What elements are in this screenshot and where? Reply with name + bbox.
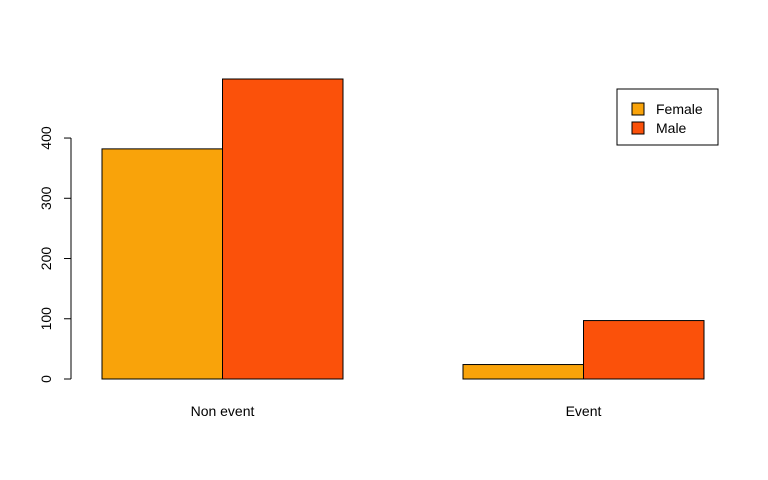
bar-male-event [583, 320, 705, 380]
x-category-label: Non event [191, 403, 255, 419]
bar-female-non-event [101, 148, 223, 380]
y-tick-label: 100 [38, 307, 54, 331]
y-axis: 0 100 200 300 400 [38, 126, 72, 383]
x-axis-labels: Non event Event [191, 403, 602, 419]
y-tick-label: 0 [38, 375, 54, 383]
bar-male-non-event [222, 78, 344, 380]
y-tick-label: 400 [38, 126, 54, 150]
legend-label-female: Female [656, 101, 703, 117]
legend: Female Male [616, 88, 719, 146]
legend-swatch-male [631, 121, 645, 135]
y-tick-label: 200 [38, 247, 54, 271]
bars-group [101, 78, 705, 380]
legend-box [616, 88, 719, 146]
legend-label-male: Male [656, 120, 687, 136]
y-tick-label: 300 [38, 186, 54, 210]
legend-swatch-female [631, 102, 645, 116]
bar-female-event [462, 364, 584, 380]
x-category-label: Event [566, 403, 602, 419]
